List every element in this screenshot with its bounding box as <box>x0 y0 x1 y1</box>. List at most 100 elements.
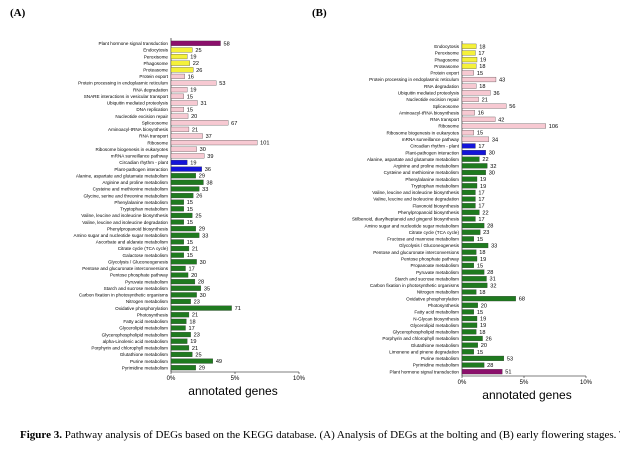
bar <box>170 232 200 238</box>
bar <box>461 329 477 335</box>
value-label: 28 <box>487 224 493 230</box>
value-label: 106 <box>549 124 558 130</box>
category-label: Arginine and proline metabolism <box>102 180 168 185</box>
bar <box>170 305 232 311</box>
bar <box>461 110 475 116</box>
bar <box>461 196 476 202</box>
value-label: 18 <box>479 64 485 70</box>
bar <box>461 256 478 262</box>
category-label: Peroxisome <box>435 51 460 56</box>
value-label: 15 <box>477 310 483 316</box>
value-label: 33 <box>202 187 208 193</box>
bar <box>461 43 477 49</box>
value-label: 19 <box>480 317 486 323</box>
bar <box>170 54 188 60</box>
category-label: Limonene and pinene degradation <box>389 349 459 354</box>
bar <box>461 242 489 249</box>
value-label: 28 <box>487 270 493 276</box>
value-label: 15 <box>477 131 483 137</box>
bar <box>170 133 203 139</box>
value-label: 43 <box>499 78 505 84</box>
bar <box>170 146 197 152</box>
bar <box>170 351 193 357</box>
value-label: 25 <box>195 352 201 358</box>
bar <box>461 223 485 229</box>
category-label: Phagosome <box>143 61 168 66</box>
bar <box>461 362 485 368</box>
category-label: RNA transport <box>430 117 460 122</box>
category-label: Photosynthesis <box>137 312 169 317</box>
bar <box>170 100 198 106</box>
value-label: 17 <box>478 51 484 57</box>
category-label: Pentose phosphate pathway <box>110 273 169 278</box>
value-label: 15 <box>187 240 193 246</box>
category-label: Porphyrin and chlorophyll metabolism <box>382 336 459 341</box>
category-label: Protein export <box>139 74 168 79</box>
bar <box>461 216 476 222</box>
value-label: 56 <box>509 104 515 110</box>
caption-text: Pathway analysis of DEGs based on the KE… <box>64 429 620 441</box>
category-label: Propanoate metabolism <box>410 263 459 268</box>
category-label: Photosynthesis <box>428 303 460 308</box>
value-label: 18 <box>479 330 485 336</box>
bar <box>461 262 474 268</box>
category-label: Cysteine and methionine metabolism <box>93 187 168 192</box>
bar <box>461 130 474 136</box>
category-label: Aminoacyl-tRNA biosynthesis <box>399 110 460 115</box>
category-label: Glycerolipid metabolism <box>410 323 459 328</box>
value-label: 36 <box>493 91 499 97</box>
caption-label: Figure 3. <box>20 429 62 441</box>
x-tick-label: 10% <box>293 376 306 382</box>
category-label: Glycolysis / Gluconeogenesis <box>108 259 169 264</box>
panel-a-chart: (A) 0% 5% 10% annotated genes Plant hormone s… <box>10 7 306 398</box>
value-label: 20 <box>481 303 487 309</box>
value-label: 30 <box>200 260 206 266</box>
category-label: Oxidative phosphorylation <box>115 306 168 311</box>
category-label: Amino sugar and nucleotide sugar metabol… <box>74 233 169 238</box>
value-label: 20 <box>191 273 197 279</box>
category-label: Phenylpropanoid biosynthesis <box>398 210 460 215</box>
category-label: Purine metabolism <box>421 356 459 361</box>
bar <box>170 245 190 252</box>
value-label: 15 <box>477 350 483 356</box>
category-label: Ubiquitin mediated proteolysis <box>107 101 169 106</box>
bar <box>170 298 191 305</box>
bar <box>461 83 477 89</box>
bar <box>461 150 486 156</box>
category-label: Glycolysis / Gluconeogenesis <box>399 243 460 248</box>
category-label: Protein export <box>430 71 459 76</box>
bar <box>170 40 221 46</box>
category-label: Cysteine and methionine metabolism <box>384 170 459 175</box>
bar <box>461 296 516 302</box>
category-label: Ascorbate and aldarate metabolism <box>96 240 168 245</box>
value-label: 36 <box>205 167 211 173</box>
category-label: Valine, leucine and isoleucine biosynthe… <box>81 213 168 218</box>
value-label: 20 <box>481 343 487 349</box>
value-label: 18 <box>479 84 485 90</box>
bar <box>170 47 193 53</box>
bar <box>170 93 184 99</box>
value-label: 15 <box>477 71 483 77</box>
value-label: 18 <box>479 250 485 256</box>
bar <box>170 179 204 185</box>
bar <box>461 349 474 355</box>
category-label: Aminoacyl-tRNA biosynthesis <box>108 127 169 132</box>
bar <box>170 226 196 232</box>
value-label: 23 <box>194 333 200 339</box>
value-label: 53 <box>507 356 513 362</box>
bar <box>170 73 185 79</box>
value-label: 31 <box>200 101 206 107</box>
bar <box>461 183 478 189</box>
category-label: Glycerophospholipid metabolism <box>393 330 460 335</box>
value-label: 28 <box>487 363 493 369</box>
bar <box>170 345 190 351</box>
value-label: 30 <box>200 147 206 153</box>
x-tick-label: 5% <box>520 380 529 386</box>
category-label: Valine, leucine and isoleucine degradati… <box>82 220 168 225</box>
bar <box>461 289 477 295</box>
bar <box>461 143 476 149</box>
category-label: Stilbenoid, diarylheptanoid and gingerol… <box>352 217 460 222</box>
bar <box>461 342 478 348</box>
bar <box>461 282 488 288</box>
x-tick-label: 10% <box>580 380 593 386</box>
